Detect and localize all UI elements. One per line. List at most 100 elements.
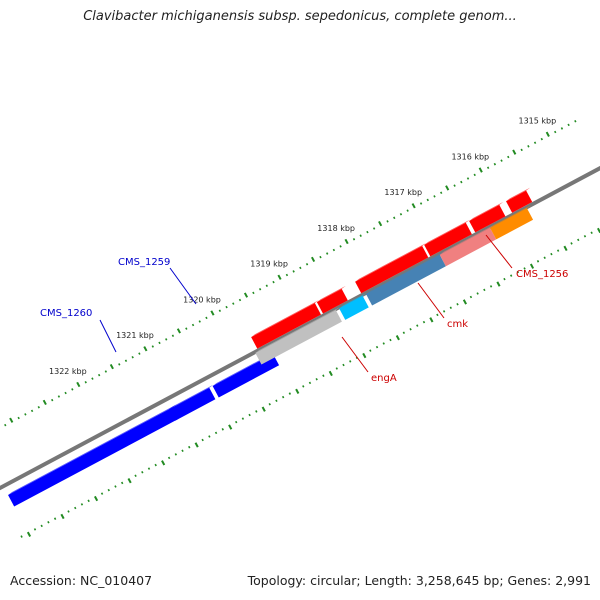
gene-pink-seg-bevel xyxy=(439,224,495,255)
gene-gene-c[interactable] xyxy=(355,245,429,294)
scale-tick xyxy=(228,424,233,430)
scale-tick xyxy=(322,374,325,377)
scale-tick xyxy=(527,145,530,148)
gene-gene-e-bevel xyxy=(469,201,504,221)
inner-scale-ticks xyxy=(20,227,600,538)
gene-gene-b-bevel xyxy=(316,285,346,303)
scale-tick xyxy=(9,417,14,423)
label-CMS_1259[interactable]: CMS_1259 xyxy=(118,257,170,268)
scale-tick xyxy=(134,474,137,478)
gene-gene-d[interactable] xyxy=(424,222,472,257)
scale-tick xyxy=(440,191,443,195)
scale-tick xyxy=(194,442,199,448)
label-CMS_1260[interactable]: CMS_1260 xyxy=(40,308,92,319)
scale-tick xyxy=(205,316,208,320)
scale-tick xyxy=(74,506,77,510)
scale-tick xyxy=(419,202,423,205)
scale-tick xyxy=(469,295,473,299)
scale-tick xyxy=(243,292,249,298)
scale-tick xyxy=(328,370,333,377)
gene-engA[interactable] xyxy=(255,310,342,365)
scale-tick xyxy=(570,242,573,245)
outer-scale-ticks xyxy=(4,120,577,427)
scale-tick xyxy=(60,513,65,520)
scale-tick xyxy=(478,167,483,173)
label-cmk[interactable]: cmk xyxy=(447,319,468,330)
label-CMS_1256[interactable]: CMS_1256 xyxy=(516,269,568,280)
scale-tick xyxy=(529,263,535,269)
scale-tick xyxy=(76,381,81,388)
scale-label: 1318 kbp xyxy=(317,224,355,233)
scale-tick xyxy=(147,467,151,470)
scale-tick xyxy=(191,323,195,327)
scale-tick xyxy=(375,345,379,349)
scale-tick xyxy=(540,137,543,141)
scale-tick xyxy=(87,499,90,503)
scale-tick xyxy=(30,409,34,413)
scale-label: 1315 kbp xyxy=(519,117,557,126)
gene-gene-b[interactable] xyxy=(316,288,348,314)
scale-tick xyxy=(483,288,486,292)
scale-tick xyxy=(151,345,154,348)
scale-tick xyxy=(426,198,429,202)
label-leader-line xyxy=(341,336,369,373)
scale-tick xyxy=(507,155,510,159)
scale-tick xyxy=(433,195,436,198)
scale-tick xyxy=(258,288,262,291)
scale-tick xyxy=(436,313,439,317)
scale-tick xyxy=(520,148,523,152)
scale-tick xyxy=(315,378,318,381)
gene-gene-a[interactable] xyxy=(251,303,321,349)
scale-label: 1316 kbp xyxy=(451,152,489,161)
scale-tick xyxy=(40,524,43,528)
scale-label: 1321 kbp xyxy=(116,331,154,340)
scale-tick xyxy=(453,184,456,187)
label-leader-line xyxy=(169,267,197,305)
scale-tick xyxy=(554,130,557,134)
scale-tick xyxy=(165,338,168,341)
scale-tick xyxy=(143,346,148,352)
gene-CMS_1260[interactable] xyxy=(8,407,179,507)
scale-tick xyxy=(339,245,342,248)
scale-tick xyxy=(238,298,242,302)
gene-cmk[interactable] xyxy=(339,295,369,320)
scale-tick xyxy=(399,212,403,216)
genome-backbone xyxy=(0,165,600,491)
scale-tick xyxy=(47,521,50,524)
gene-pink-seg[interactable] xyxy=(439,227,497,267)
scale-tick xyxy=(462,299,467,305)
label-leader-line xyxy=(417,282,445,319)
scale-tick xyxy=(308,381,312,385)
scale-tick xyxy=(198,320,201,323)
scale-tick xyxy=(121,481,124,485)
scale-tick xyxy=(574,120,577,123)
label-engA[interactable]: engA xyxy=(371,373,397,384)
scale-tick xyxy=(486,166,490,170)
scale-tick xyxy=(516,270,520,274)
scale-tick xyxy=(335,367,338,370)
scale-tick xyxy=(285,273,289,277)
gene-gene-d-bevel xyxy=(424,219,470,245)
scale-tick xyxy=(393,216,396,220)
scale-label: 1320 kbp xyxy=(183,295,221,304)
scale-tick xyxy=(366,230,369,234)
gene-orange-seg[interactable] xyxy=(490,208,534,240)
scale-tick xyxy=(114,485,117,488)
scale-tick xyxy=(349,360,352,363)
gene-gene-f[interactable] xyxy=(506,190,533,213)
gene-gene-e[interactable] xyxy=(469,204,506,233)
scale-tick xyxy=(389,338,392,342)
gene-CMS_1258[interactable] xyxy=(212,353,280,398)
scale-tick xyxy=(378,220,383,227)
scale-tick xyxy=(235,420,238,424)
label-leader-line xyxy=(99,319,117,353)
gene-CMS_1256[interactable] xyxy=(365,254,446,306)
scale-tick xyxy=(281,395,285,399)
scale-tick xyxy=(107,488,110,492)
scale-tick xyxy=(449,306,452,310)
scale-tick xyxy=(174,453,178,456)
gene-CMS_1259[interactable] xyxy=(169,387,216,421)
gene-gene-c-bevel xyxy=(355,242,427,282)
